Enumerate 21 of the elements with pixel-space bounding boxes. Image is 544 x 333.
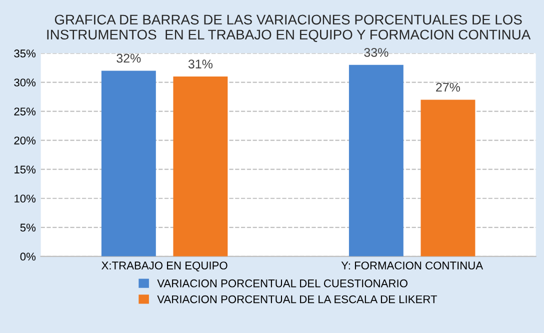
text: 27%	[436, 82, 460, 92]
bar	[420, 100, 476, 256]
text: 33%	[364, 48, 388, 57]
y-tick-label: 5%	[20, 224, 36, 232]
bar	[173, 76, 228, 256]
legend-label: VARIACION PORCENTUAL DEL CUESTIONARIO	[157, 279, 408, 288]
x-tick-label: X:TRABAJO EN EQUIPO	[102, 262, 228, 272]
x-tick-label: Y: FORMACION CONTINUA	[341, 262, 484, 270]
text: 31%	[188, 60, 213, 68]
legend-label: VARIACION PORCENTUAL DE LA ESCALA DE LIKERT	[157, 295, 438, 304]
chart-title: GRAFICA DE BARRAS DE LAS VARIACIONES PORCENTUALES DE LOS INSTRUMENTOS EN EL TRABAJO EN EQUIPO Y FORMACION CONTINUA	[47, 14, 531, 42]
y-tick-label: 30%	[14, 78, 36, 86]
y-tick-label: 15%	[14, 166, 36, 174]
y-tick-label: 10%	[14, 194, 36, 203]
y-tick-label: 25%	[14, 108, 36, 116]
text: 32%	[116, 54, 141, 63]
y-tick-label: 35%	[14, 50, 36, 58]
y-tick-label: 20%	[14, 136, 36, 144]
bar	[348, 64, 404, 256]
y-tick-label: 0%	[20, 252, 36, 261]
bar	[101, 70, 156, 256]
